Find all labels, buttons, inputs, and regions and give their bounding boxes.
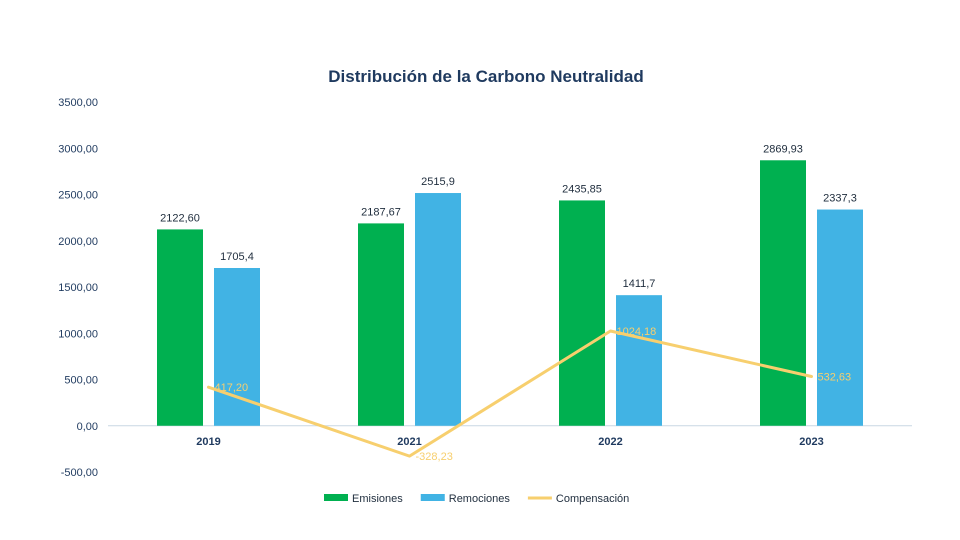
- y-tick-label: 2000,00: [58, 236, 98, 248]
- legend-swatch-emisiones: [324, 494, 348, 501]
- bar-data-label: 2122,60: [160, 212, 200, 224]
- y-tick-label: 3000,00: [58, 143, 98, 155]
- bar-emisiones: [157, 229, 203, 426]
- y-tick-label: 500,00: [64, 375, 98, 387]
- line-group: 417,20 -328,23 1024,18 532,63: [207, 326, 852, 463]
- bar-data-label: 2515,9: [421, 176, 455, 188]
- line-data-label: 417,20: [215, 382, 249, 394]
- line-data-label: 532,63: [818, 371, 852, 383]
- legend-label: Compensación: [556, 493, 629, 505]
- bar-data-label: 2187,67: [361, 206, 401, 218]
- line-data-label: -328,23: [416, 451, 453, 463]
- y-tick-label: 1000,00: [58, 328, 98, 340]
- bar-remociones: [415, 193, 461, 426]
- line-compensación: [207, 329, 813, 458]
- y-tick-label: 2500,00: [58, 190, 98, 202]
- legend-swatch-remociones: [420, 494, 445, 501]
- y-tick-label: 0,00: [77, 421, 98, 433]
- x-tick-label: 2023: [799, 436, 823, 448]
- y-tick-label: -500,00: [61, 467, 98, 479]
- legend-label: Remociones: [449, 493, 511, 505]
- x-tick-label: 2021: [397, 436, 421, 448]
- bar-data-label: 1705,4: [220, 251, 254, 263]
- line-data-label: 1024,18: [617, 326, 657, 338]
- chart-title: Distribución de la Carbono Neutralidad: [328, 67, 643, 86]
- bar-data-label: 2435,85: [562, 183, 602, 195]
- bar-emisiones: [559, 200, 605, 426]
- bar-data-label: 2869,93: [763, 143, 803, 155]
- x-axis: 2019 2021 2022 2023: [108, 425, 912, 448]
- legend-label: Emisiones: [352, 493, 403, 505]
- bar-data-label: 2337,3: [823, 193, 857, 205]
- bars-group: 2122,60 2187,67 2435,85 2869,93 1705,4 2515,9…: [157, 143, 863, 426]
- legend: Emisiones Remociones Compensación: [324, 493, 629, 505]
- y-axis: -500,00 0,00 500,00 1000,00 1500,00 2000,00 25…: [58, 97, 98, 479]
- bar-emisiones: [760, 160, 806, 426]
- x-tick-label: 2019: [196, 436, 220, 448]
- x-tick-label: 2022: [598, 436, 622, 448]
- bar-remociones: [214, 268, 260, 426]
- y-tick-label: 3500,00: [58, 97, 98, 109]
- bar-emisiones: [358, 223, 404, 426]
- bar-remociones: [817, 209, 863, 426]
- y-tick-label: 1500,00: [58, 282, 98, 294]
- bar-remociones: [616, 295, 662, 426]
- bar-data-label: 1411,7: [623, 278, 656, 290]
